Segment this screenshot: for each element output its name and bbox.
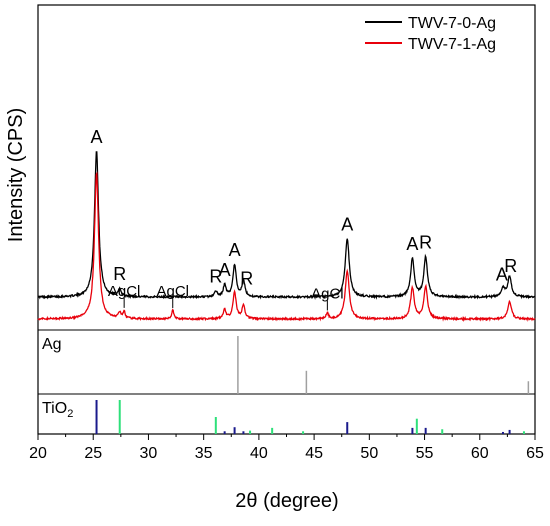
x-tick-label: 55 xyxy=(416,445,434,462)
legend-label: TWV-7-1-Ag xyxy=(408,36,496,53)
spectra-layer xyxy=(37,151,536,323)
x-tick-label: 35 xyxy=(195,445,213,462)
peak-label: AgCl xyxy=(108,283,141,300)
x-tick-label: 25 xyxy=(84,445,102,462)
peak-label: A xyxy=(406,234,418,254)
peak-label: R xyxy=(113,264,126,284)
peak-label: A xyxy=(91,127,103,147)
peak-label: R xyxy=(504,256,517,276)
peak-label: AgCl xyxy=(156,283,189,300)
peak-label: A xyxy=(219,260,231,280)
peak-label: AgCl xyxy=(311,285,344,302)
peak-label: R xyxy=(209,266,222,286)
x-axis-label: 2θ (degree) xyxy=(235,490,338,512)
x-tick-label: 60 xyxy=(471,445,489,462)
peak-label: A xyxy=(341,215,353,235)
peak-label: R xyxy=(419,233,432,253)
series-line-TWV-7-1-Ag xyxy=(37,171,536,323)
series-line-TWV-7-0-Ag xyxy=(37,151,536,300)
legend-label: TWV-7-0-Ag xyxy=(408,15,496,32)
x-tick-label: 20 xyxy=(29,445,47,462)
reference-panel-label: TiO2 xyxy=(42,400,73,420)
y-axis-label: Intensity (CPS) xyxy=(5,108,27,242)
x-tick-label: 65 xyxy=(526,445,544,462)
peak-label: R xyxy=(240,269,253,289)
legend: TWV-7-0-Ag TWV-7-1-Ag xyxy=(365,15,496,53)
axes: 20 25 30 35 40 45 50 55 60 65 xyxy=(29,4,544,462)
reference-panels: Ag TiO2 xyxy=(42,336,530,434)
plot-frame xyxy=(37,4,536,435)
peak-label: A xyxy=(229,240,241,260)
x-tick-label: 30 xyxy=(140,445,158,462)
x-tick-label: 40 xyxy=(250,445,268,462)
reference-panel-label: Ag xyxy=(42,336,62,353)
x-tick-label: 45 xyxy=(305,445,323,462)
peak-label: A xyxy=(496,264,508,284)
x-tick-label: 50 xyxy=(360,445,378,462)
